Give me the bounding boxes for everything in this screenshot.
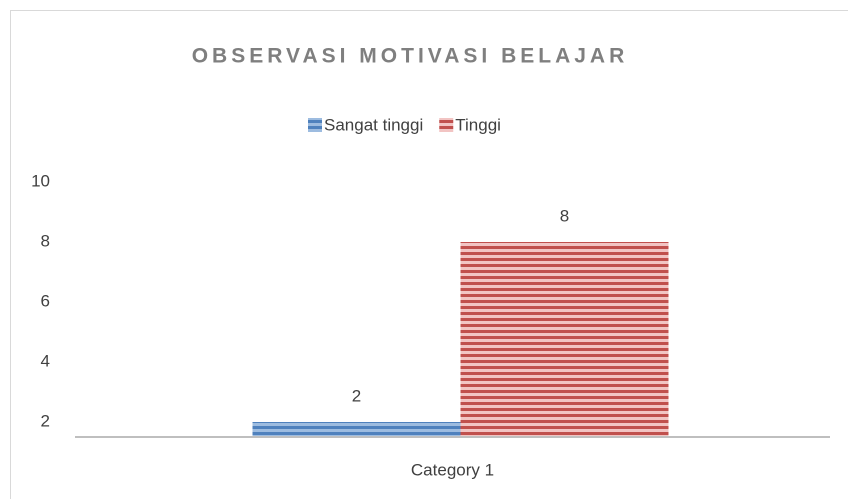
legend-label: Tinggi [455,115,501,134]
y-tick-label: 4 [41,351,50,370]
bar [253,422,461,437]
x-tick-label: Category 1 [411,460,494,479]
y-tick-label: 2 [41,411,50,430]
legend-swatch [439,118,453,132]
data-label: 8 [560,206,569,225]
data-label: 2 [352,386,361,405]
y-tick-label: 10 [31,171,50,190]
legend-label: Sangat tinggi [324,115,423,134]
chart-title: OBSERVASI MOTIVASI BELAJAR [192,45,629,68]
y-tick-label: 6 [41,291,50,310]
y-tick-label: 8 [41,231,50,250]
legend-swatch [308,118,322,132]
bar [461,242,669,437]
